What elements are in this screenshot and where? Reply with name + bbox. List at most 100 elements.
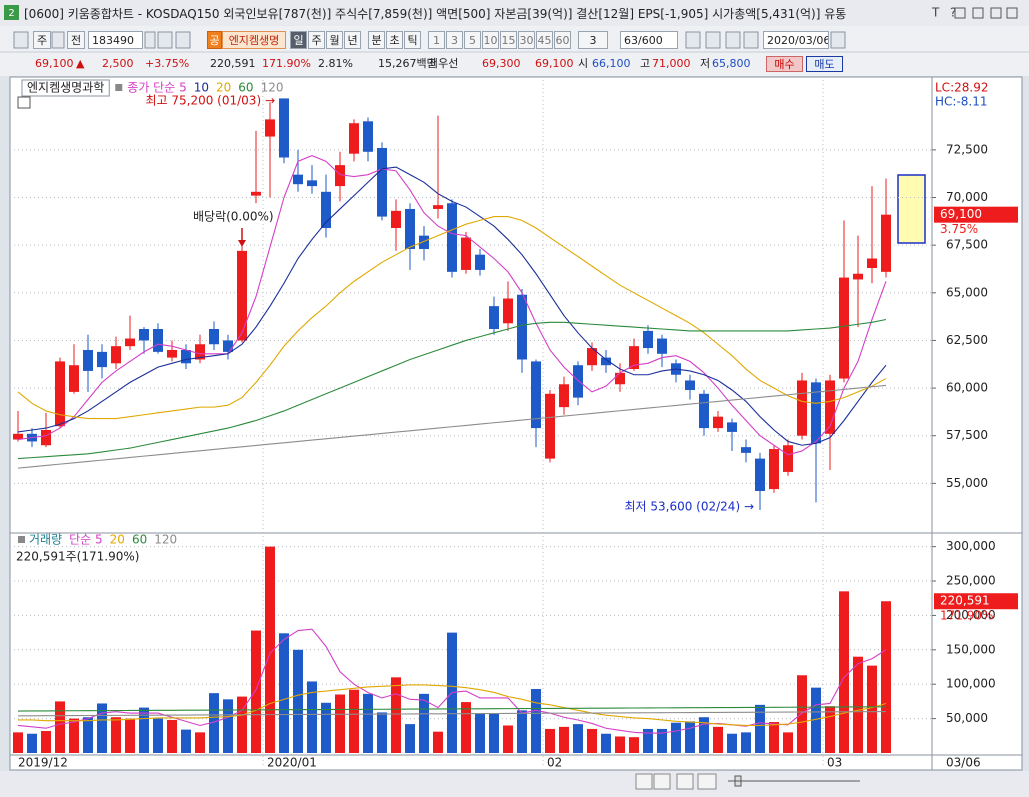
toolbar-button[interactable]: 15 — [500, 31, 517, 49]
toolbar-button[interactable]: 1 — [428, 31, 445, 49]
volume-bar — [531, 689, 541, 753]
legend-entry: 60 — [238, 81, 253, 95]
stock-name-box — [21, 79, 110, 97]
buy-button[interactable]: 매수 — [766, 56, 803, 72]
window-icon[interactable]: T — [931, 6, 940, 20]
toolbar-button[interactable]: 30 — [518, 31, 535, 49]
ex-dividend-arrowhead — [238, 240, 246, 247]
window-control[interactable] — [972, 7, 984, 19]
toolbar-icon[interactable] — [685, 31, 701, 49]
current-change: 171.90% — [940, 609, 993, 623]
toolbar-button[interactable]: 초 — [386, 31, 403, 49]
toolbar-button[interactable]: 년 — [344, 31, 361, 49]
toolbar-icon[interactable] — [705, 31, 721, 49]
y-tick-label: 100,000 — [946, 677, 996, 691]
volume-bar — [13, 732, 23, 753]
candle-body — [475, 254, 485, 270]
y-tick-label: 250,000 — [946, 574, 996, 588]
candle-body — [433, 205, 443, 209]
candle-body — [307, 180, 317, 187]
y-tick-label: 72,500 — [946, 142, 988, 156]
stock-name: 엔지켐생명과학 — [27, 81, 104, 95]
info-open-label: 시 — [578, 57, 589, 70]
legend-entry: 단순 5 — [69, 533, 103, 547]
candle-body — [13, 433, 23, 440]
toolbar-icon[interactable] — [725, 31, 741, 49]
candle-body — [195, 344, 205, 360]
toolbar-button[interactable]: 3 — [446, 31, 463, 49]
toolbar-icon[interactable] — [157, 31, 173, 49]
toolbar-button[interactable]: 10 — [482, 31, 499, 49]
toolbar-button[interactable]: 전 — [67, 31, 85, 49]
candle-body — [713, 416, 723, 429]
toolbar-icon[interactable] — [830, 31, 846, 49]
candle-body — [489, 306, 499, 330]
candle-body — [615, 372, 625, 385]
volume-bar — [643, 728, 653, 753]
volume-title: 거래량 — [29, 533, 62, 547]
volume-bar — [867, 665, 877, 753]
toolbar-button[interactable]: 63/600 — [620, 31, 678, 49]
volume-bar — [265, 546, 275, 753]
toolbar-button[interactable]: 2020/03/06 — [763, 31, 829, 49]
info-price: 69,100 — [35, 57, 74, 70]
toolbar-icon[interactable] — [51, 31, 65, 49]
y-tick-label: 300,000 — [946, 539, 996, 553]
scroll-button[interactable] — [676, 773, 694, 790]
volume-bar — [615, 736, 625, 753]
toolbar-icon[interactable] — [13, 31, 29, 49]
ex-dividend-annotation: 배당락(0.00%) — [193, 210, 274, 224]
toolbar-icon[interactable] — [743, 31, 759, 49]
toolbar-button[interactable]: 주 — [33, 31, 51, 49]
candle-body — [545, 393, 555, 459]
window-control[interactable] — [1006, 7, 1018, 19]
toolbar-button[interactable]: 60 — [554, 31, 571, 49]
info-ask: 69,300 — [482, 57, 521, 70]
window-control[interactable] — [954, 7, 966, 19]
info-rate: +3.75% — [145, 57, 190, 70]
volume-bar — [755, 704, 765, 753]
window-control[interactable] — [990, 7, 1002, 19]
toolbar-button[interactable]: 공 — [207, 31, 222, 49]
volume-bar — [797, 675, 807, 753]
toolbar-button[interactable]: 분 — [368, 31, 385, 49]
candle-body — [517, 294, 527, 360]
calc-icon[interactable] — [17, 96, 31, 109]
volume-bar — [363, 693, 373, 753]
toolbar-button[interactable]: 5 — [464, 31, 481, 49]
toolbar-button[interactable]: 틱 — [404, 31, 421, 49]
scroll-button[interactable] — [635, 773, 653, 790]
sell-button[interactable]: 매도 — [806, 56, 843, 72]
candle-body — [461, 237, 471, 270]
toolbar-icon[interactable] — [144, 31, 156, 49]
volume-summary: 220,591주(171.90%) — [16, 550, 139, 564]
candle-body — [405, 208, 415, 249]
toolbar-button[interactable]: 일 — [290, 31, 307, 49]
app-icon — [4, 5, 19, 20]
toolbar-button[interactable]: 주 — [308, 31, 325, 49]
toolbar-button[interactable]: 3 — [578, 31, 608, 49]
scroll-button[interactable] — [697, 773, 717, 790]
x-last-date: 03/06 — [946, 756, 981, 770]
current-change: 3.75% — [940, 222, 978, 236]
candle-body — [573, 365, 583, 398]
toolbar-button[interactable]: 월 — [326, 31, 343, 49]
candle-body — [125, 338, 135, 347]
hc-label: HC:-8.11 — [935, 95, 988, 109]
y-tick-label: 55,000 — [946, 476, 988, 490]
toolbar-button[interactable]: 엔지켐생명 — [222, 31, 286, 49]
candle-body — [601, 357, 611, 366]
window-icon[interactable]: ? — [950, 6, 956, 20]
candle-body — [153, 329, 163, 352]
toolbar-button[interactable]: 183490 — [88, 31, 143, 49]
volume-bar — [195, 732, 205, 753]
y-tick-label: 70,000 — [946, 190, 988, 204]
legend-entry: 20 — [110, 533, 125, 547]
toolbar-button[interactable]: 45 — [536, 31, 553, 49]
moving-average-line — [17, 706, 887, 712]
volume-bar — [559, 726, 569, 753]
moving-average-line — [17, 384, 887, 469]
toolbar-icon[interactable] — [175, 31, 191, 49]
scroll-button[interactable] — [653, 773, 671, 790]
moving-average-line — [17, 166, 887, 446]
